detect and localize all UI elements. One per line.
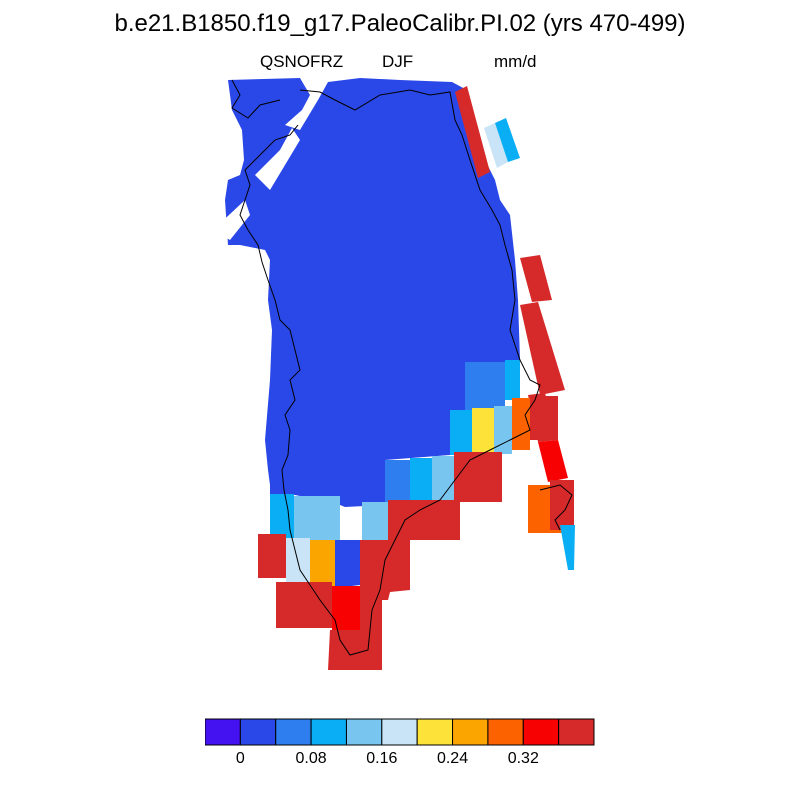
coastline [231,79,541,656]
colorbar-swatch [275,718,312,746]
colorbar [205,718,595,746]
colorbar-swatch [381,718,418,746]
southeast-cells [360,360,575,600]
colorbar-swatch [345,718,383,746]
colorbar-swatch [558,718,595,746]
colorbar-swatch [416,718,454,746]
gap-north [255,128,300,190]
colorbar-tick-label: 0.16 [366,750,398,767]
colorbar-tick-label: 0 [235,750,245,767]
colorbar-swatch [205,718,241,746]
plot-title: b.e21.B1850.f19_g17.PaleoCalibr.PI.02 (y… [114,10,686,37]
colorbar-swatch [239,718,277,746]
colorbar-tick-label: 0.32 [507,750,539,767]
coastline-southeast [539,484,573,531]
gap-northwest [213,200,250,240]
season-label: DJF [382,52,414,71]
colorbar-swatch [452,718,489,746]
east-coast-cells [455,86,568,482]
colorbar-swatch [522,718,560,746]
colorbar-swatch [487,718,524,746]
colorbar-tick-label: 0.08 [295,750,327,767]
units-label: mm/d [494,52,537,71]
colorbar-swatch [310,718,347,746]
colorbar-tick-label: 0.24 [436,750,469,767]
ice-sheet-fill [225,78,520,588]
variable-label: QSNOFRZ [260,52,344,71]
